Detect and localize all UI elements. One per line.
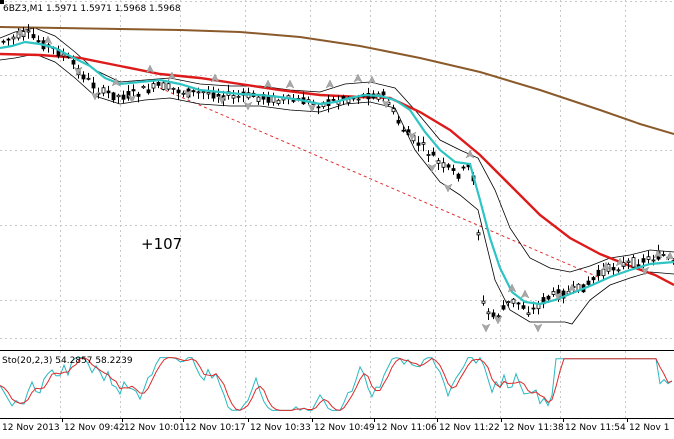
fractal-arrow-icon [640,266,650,276]
fractal-arrow-icon [263,79,273,89]
time-axis-label: 12 Nov 11:38 [503,423,564,433]
fractal-arrow-icon [465,149,475,159]
fractal-arrow-icon [325,79,335,89]
fractal-arrow-icon [567,283,577,293]
moving-average-fast [0,40,674,306]
time-axis-label: 12 Nov 11:54 [565,423,626,433]
fractal-arrow-icon [615,257,625,267]
stochastic-oscillator [0,356,673,411]
fractal-arrow-icon [493,315,503,325]
chart-corner-marker [0,0,4,4]
profit-label: +107 [141,235,182,253]
time-axis-label: 12 Nov 10:49 [314,423,375,433]
fractal-arrow-icon [353,73,363,83]
time-axis-label: 12 Nov 10:01 [124,423,185,433]
trend-line [159,87,599,278]
time-axis-label: 12 Nov 11:06 [376,423,437,433]
time-axis-label: 12 Nov 10:33 [250,423,311,433]
fractal-arrow-icon [481,323,491,333]
fractal-arrow-icon [507,283,517,293]
time-axis-label: 12 Nov 2013 [2,423,60,433]
fractal-arrow-icon [111,77,121,87]
fractal-arrow-icon [653,249,663,259]
time-axis-label: 12 Nov 10:17 [185,423,246,433]
fractal-arrow-icon [307,103,317,113]
fractal-arrow-icon [665,251,674,261]
fractal-arrow-icon [210,73,220,83]
fractal-arrow-icon [127,94,137,104]
moving-average-long [0,26,674,135]
fractal-arrow-icon [407,131,417,141]
fractal-arrow-icon [90,91,100,101]
time-axis-label: 12 Nov 1 [629,423,669,433]
fractal-arrow-icon [167,71,177,81]
fractal-arrow-icon [520,289,530,299]
fractal-arrow-icon [183,89,193,99]
fractal-arrow-icon [217,95,227,105]
fractal-arrow-icon [285,79,295,89]
fractal-arrow-icon [367,75,377,85]
fractal-arrow-icon [553,291,563,301]
time-axis: 12 Nov 2013 12 Nov 09:42 12 Nov 10:01 12 No… [2,418,669,433]
fractal-arrow-icon [601,261,611,271]
fractal-arrow-icon [43,35,53,45]
fractal-arrow-icon [145,64,155,74]
fractal-arrow-icon [243,101,253,111]
fractal-arrow-icon [15,27,25,37]
fractal-arrow-icon [443,183,453,193]
time-axis-label: 12 Nov 09:42 [64,423,125,433]
fractal-arrow-icon [427,163,437,173]
time-axis-label: 12 Nov 11:22 [439,423,500,433]
symbol-info: 6BZ3,M1 1.5971 1.5971 1.5968 1.5968 [3,4,181,14]
fractal-markers [15,27,674,333]
stochastic-label: Sto(20,2,3) 54.2857 58.2239 [2,356,133,366]
fractal-arrow-icon [381,99,391,109]
fractal-arrow-icon [73,66,83,76]
fractal-arrow-icon [533,323,543,333]
